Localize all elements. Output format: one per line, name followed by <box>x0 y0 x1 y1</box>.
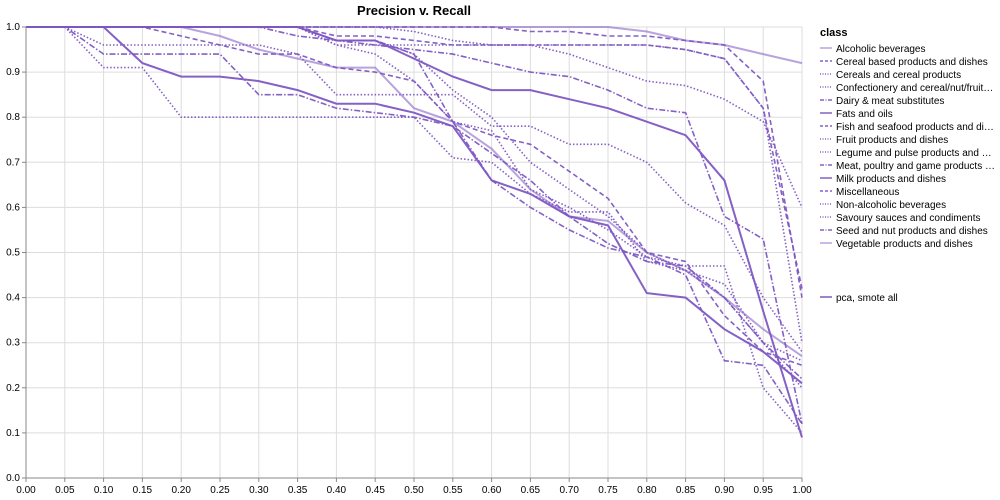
series-lines <box>26 26 803 438</box>
legend-label: Cereal based products and dishes <box>836 57 988 68</box>
legend-label: Savoury sauces and condiments <box>836 213 981 224</box>
y-tick-label: 0.1 <box>6 428 20 439</box>
y-tick-label: 0.2 <box>6 383 20 394</box>
legend-label: Confectionery and cereal/nut/fruit… <box>836 83 993 94</box>
x-tick-label: 0.80 <box>637 485 657 496</box>
x-tick-label: 0.95 <box>753 485 773 496</box>
x-tick-label: 0.05 <box>55 485 75 496</box>
x-axis-ticks: 0.00 0.05 0.10 0.15 0.20 0.25 0.30 0.35 0.40 0.45… <box>16 478 812 496</box>
x-tick-label: 0.10 <box>94 485 114 496</box>
x-tick-label: 0.50 <box>404 485 424 496</box>
legend-label: Meat, poultry and game products … <box>836 161 995 172</box>
series-line-6 <box>26 26 803 367</box>
x-tick-label: 0.55 <box>443 485 463 496</box>
x-tick-label: 0.35 <box>288 485 308 496</box>
x-tick-label: 0.65 <box>521 485 541 496</box>
legend-model-label: pca, smote all <box>836 293 898 304</box>
x-tick-label: 0.40 <box>327 485 347 496</box>
x-tick-label: 0.20 <box>171 485 191 496</box>
legend-label: Non-alcoholic beverages <box>836 200 946 211</box>
x-tick-label: 0.45 <box>365 485 385 496</box>
series-line-4 <box>26 26 803 380</box>
legend-label: Vegetable products and dishes <box>836 239 973 250</box>
y-tick-label: 0.6 <box>6 202 20 213</box>
x-tick-label: 0.15 <box>133 485 153 496</box>
y-tick-label: 0.3 <box>6 338 20 349</box>
series-line-5 <box>26 26 803 385</box>
y-tick-label: 0.9 <box>6 67 20 78</box>
legend-title: class <box>820 27 848 39</box>
legend-label: Fish and seafood products and di… <box>836 122 994 133</box>
legend-label: Seed and nut products and dishes <box>836 226 988 237</box>
legend-label: Miscellaneous <box>836 187 899 198</box>
y-tick-label: 0.7 <box>6 157 20 168</box>
y-tick-label: 0.8 <box>6 112 20 123</box>
series-line-13 <box>26 26 803 434</box>
y-tick-label: 1.0 <box>6 22 20 33</box>
legend-label: Milk products and dishes <box>836 174 946 185</box>
legend-label: Cereals and cereal products <box>836 70 961 81</box>
y-tick-label: 0.0 <box>6 473 20 484</box>
x-tick-label: 0.70 <box>559 485 579 496</box>
legend-model-item: pca, smote all <box>820 293 898 304</box>
x-tick-label: 0.00 <box>16 485 36 496</box>
x-tick-label: 0.90 <box>715 485 735 496</box>
chart-title: Precision v. Recall <box>357 3 471 18</box>
series-line-8 <box>26 26 803 362</box>
legend-class-items: Alcoholic beverages Cereal based products… <box>820 44 995 250</box>
x-tick-label: 0.30 <box>249 485 269 496</box>
x-tick-label: 0.25 <box>210 485 230 496</box>
y-axis-ticks: 0.0 0.1 0.2 0.3 0.4 0.5 0.6 0.7 0.8 0.9 1.0 <box>6 22 26 484</box>
x-tick-label: 0.60 <box>482 485 502 496</box>
series-line-2 <box>26 26 803 353</box>
x-tick-label: 1.00 <box>792 485 812 496</box>
y-tick-label: 0.4 <box>6 293 20 304</box>
legend: class Alcoholic beverages Cereal based pr… <box>820 27 995 304</box>
y-tick-label: 0.5 <box>6 248 20 259</box>
legend-label: Fats and oils <box>836 109 893 120</box>
x-tick-label: 0.75 <box>598 485 618 496</box>
legend-label: Legume and pulse products and … <box>836 148 992 159</box>
legend-label: Fruit products and dishes <box>836 135 948 146</box>
x-tick-label: 0.85 <box>676 485 696 496</box>
series-line-15 <box>26 26 803 358</box>
legend-label: Alcoholic beverages <box>836 44 926 55</box>
legend-label: Dairy & meat substitutes <box>836 96 944 107</box>
